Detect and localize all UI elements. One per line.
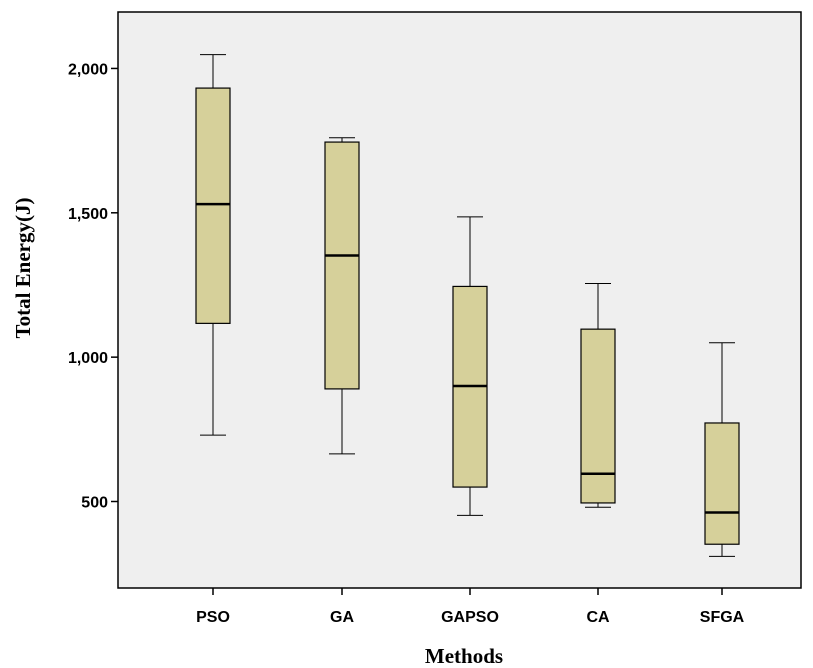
iqr-box: [195, 87, 231, 324]
x-axis-title: Methods: [425, 644, 503, 668]
boxes: [195, 54, 740, 557]
box-gapso: [452, 216, 488, 516]
y-tick-label: 2,000: [68, 61, 108, 78]
box-ca: [580, 283, 616, 508]
box-pso: [195, 54, 231, 436]
x-tick-label: PSO: [196, 609, 230, 626]
y-axis: 500 1,000 1,500 2,000: [68, 61, 118, 512]
x-tick-label: CA: [586, 609, 610, 626]
iqr-box: [704, 422, 740, 545]
iqr-box: [580, 328, 616, 504]
x-axis: PSO GA GAPSO CA SFGA: [196, 588, 745, 626]
y-tick-label: 1,500: [68, 206, 108, 223]
x-tick-label: GA: [330, 609, 354, 626]
box-ga: [324, 137, 360, 455]
y-tick-label: 500: [81, 495, 108, 512]
box-sfga: [704, 342, 740, 557]
y-axis-title: Total Energy(J): [11, 198, 35, 339]
y-tick-label: 1,000: [68, 350, 108, 367]
iqr-box: [324, 141, 360, 390]
x-tick-label: SFGA: [700, 609, 745, 626]
x-tick-label: GAPSO: [441, 609, 499, 626]
